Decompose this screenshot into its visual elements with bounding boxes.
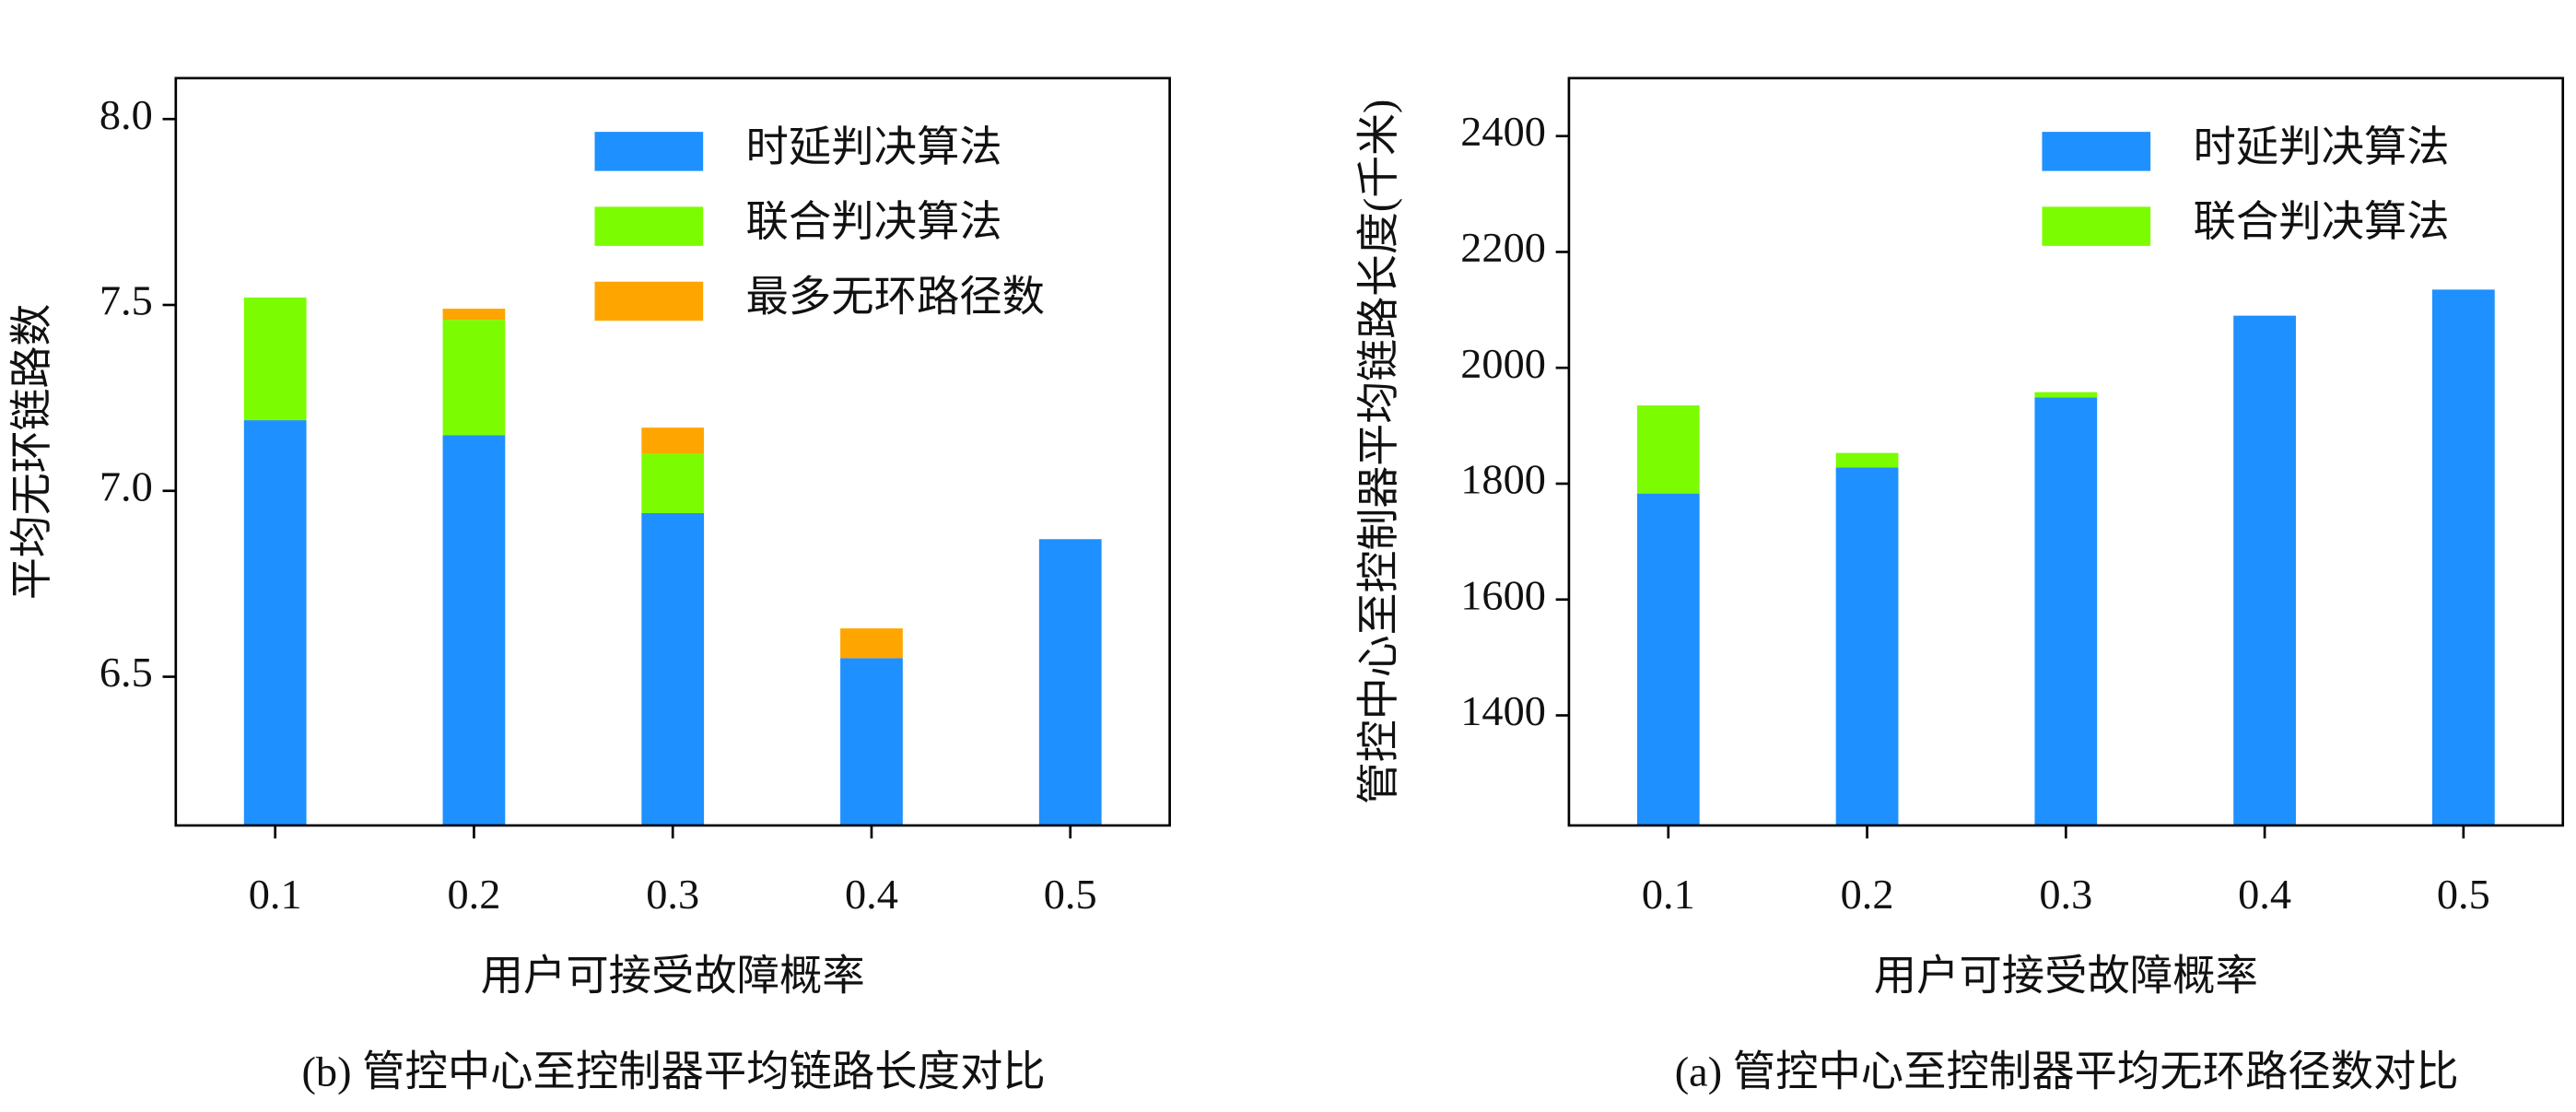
y-tick-label: 2400	[1460, 108, 1546, 155]
bar-segment	[442, 320, 506, 436]
bar-segment	[2431, 289, 2495, 825]
axes-frame	[174, 76, 1171, 827]
legend-label: 时延判决算法	[2194, 123, 2450, 170]
y-tick-label: 2000	[1460, 340, 1546, 387]
x-tick-label: 0.4	[845, 871, 898, 918]
bar-segment	[641, 512, 705, 825]
x-tick-label: 0.1	[249, 871, 302, 918]
axes-frame	[1567, 76, 2565, 827]
bar-segment	[2034, 397, 2098, 825]
x-axis-label: 用户可接受故障概率	[1874, 953, 2258, 1000]
bar-segment	[641, 453, 705, 513]
bar-segment	[1636, 493, 1700, 825]
legend-swatch	[594, 281, 704, 322]
y-tick-label: 7.0	[100, 463, 153, 510]
y-axis-label: 平均无环链路数	[8, 304, 55, 601]
y-tick-label: 1400	[1460, 687, 1546, 734]
caption: (a) 管控中心至控制器平均无环路径数对比	[1675, 1048, 2459, 1095]
legend-swatch	[594, 206, 704, 246]
y-axis-label: 管控中心至控制器平均链路长度(千米)	[1355, 99, 1402, 805]
x-tick-label: 0.3	[646, 871, 699, 918]
y-tick-label: 8.0	[100, 91, 153, 138]
legend-swatch	[2042, 132, 2151, 171]
caption: (b) 管控中心至控制器平均链路长度对比	[301, 1048, 1045, 1095]
bar-segment	[2233, 315, 2296, 825]
bar-segment	[1835, 452, 1899, 468]
bar-segment	[243, 297, 307, 421]
y-tick-label: 6.5	[100, 649, 153, 696]
bar-segment	[641, 427, 705, 454]
y-tick-label: 2200	[1460, 224, 1546, 271]
x-tick-label: 0.2	[447, 871, 500, 918]
legend-label: 联合判决算法	[2194, 198, 2450, 245]
legend-swatch	[594, 132, 704, 171]
x-tick-label: 0.3	[2039, 871, 2092, 918]
bar-segment	[243, 420, 307, 825]
bar-segment	[442, 435, 506, 825]
legend-label: 联合判决算法	[746, 198, 1002, 245]
x-tick-label: 0.5	[1044, 871, 1097, 918]
bar-segment	[1636, 405, 1700, 494]
y-tick-label: 7.5	[100, 277, 153, 324]
x-tick-label: 0.4	[2238, 871, 2291, 918]
bar-segment	[840, 658, 903, 825]
x-tick-label: 0.5	[2437, 871, 2490, 918]
bar-segment	[1038, 539, 1102, 825]
bar-segment	[442, 309, 506, 321]
bar-segment	[2034, 392, 2098, 398]
legend-label: 时延判决算法	[746, 123, 1002, 170]
bar-segment	[840, 628, 903, 659]
x-tick-label: 0.2	[1841, 871, 1894, 918]
x-axis-label: 用户可接受故障概率	[481, 953, 865, 1000]
x-tick-label: 0.1	[1642, 871, 1695, 918]
y-tick-label: 1600	[1460, 571, 1546, 618]
y-tick-label: 1800	[1460, 456, 1546, 503]
legend-swatch	[2042, 206, 2151, 246]
bar-segment	[1835, 467, 1899, 825]
legend-label: 最多无环路径数	[746, 274, 1045, 321]
